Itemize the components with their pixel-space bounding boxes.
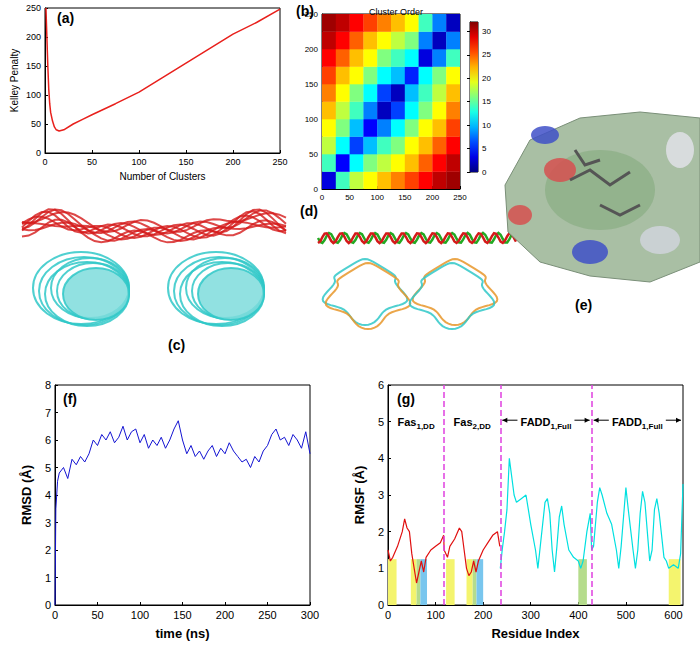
- svg-text:100: 100: [371, 193, 385, 202]
- svg-text:2: 2: [378, 526, 384, 538]
- svg-text:0: 0: [36, 148, 41, 158]
- svg-text:1,DD: 1,DD: [416, 422, 434, 431]
- svg-text:100: 100: [131, 157, 146, 167]
- svg-text:1: 1: [378, 562, 384, 574]
- svg-text:150: 150: [178, 157, 193, 167]
- svg-text:4: 4: [45, 489, 51, 501]
- svg-text:50: 50: [87, 157, 97, 167]
- svg-text:100: 100: [305, 115, 319, 124]
- svg-text:150: 150: [398, 193, 412, 202]
- svg-text:30: 30: [482, 27, 491, 36]
- svg-text:FADD: FADD: [521, 416, 551, 428]
- svg-text:2: 2: [45, 544, 51, 556]
- svg-text:150: 150: [26, 61, 41, 71]
- svg-text:6: 6: [45, 434, 51, 446]
- svg-text:0: 0: [482, 168, 487, 177]
- svg-text:(e): (e): [575, 297, 592, 313]
- svg-text:0: 0: [378, 599, 384, 611]
- svg-text:250: 250: [26, 3, 41, 13]
- svg-text:3: 3: [378, 489, 384, 501]
- svg-text:100: 100: [426, 609, 444, 621]
- svg-text:150: 150: [173, 609, 191, 621]
- svg-text:200: 200: [474, 609, 492, 621]
- svg-text:(b): (b): [296, 3, 314, 19]
- svg-text:5: 5: [45, 462, 51, 474]
- svg-text:RMSD (Å): RMSD (Å): [19, 465, 34, 525]
- svg-text:200: 200: [426, 193, 440, 202]
- svg-text:200: 200: [216, 609, 234, 621]
- svg-text:300: 300: [301, 609, 319, 621]
- svg-text:RMSF (Å): RMSF (Å): [352, 466, 367, 525]
- svg-text:0: 0: [320, 193, 325, 202]
- svg-text:15: 15: [482, 97, 491, 106]
- svg-text:time (ns): time (ns): [155, 626, 209, 641]
- svg-text:1: 1: [45, 572, 51, 584]
- svg-text:400: 400: [569, 609, 587, 621]
- svg-text:50: 50: [31, 119, 41, 129]
- svg-text:5: 5: [482, 144, 487, 153]
- svg-text:0: 0: [385, 609, 391, 621]
- svg-text:150: 150: [305, 80, 319, 89]
- svg-text:200: 200: [305, 45, 319, 54]
- svg-text:2,DD: 2,DD: [473, 422, 491, 431]
- svg-text:Kelley Penalty: Kelley Penalty: [9, 49, 20, 112]
- svg-text:Fas: Fas: [454, 416, 473, 428]
- svg-text:250: 250: [272, 157, 287, 167]
- svg-text:250: 250: [453, 193, 467, 202]
- svg-text:25: 25: [482, 50, 491, 59]
- svg-text:1,Full: 1,Full: [550, 422, 571, 431]
- svg-text:300: 300: [522, 609, 540, 621]
- svg-text:0: 0: [42, 157, 47, 167]
- svg-text:250: 250: [258, 609, 276, 621]
- svg-text:200: 200: [225, 157, 240, 167]
- svg-text:(a): (a): [57, 10, 74, 26]
- svg-text:3: 3: [45, 517, 51, 529]
- svg-text:6: 6: [378, 379, 384, 391]
- svg-text:500: 500: [617, 609, 635, 621]
- svg-text:7: 7: [45, 407, 51, 419]
- svg-text:8: 8: [45, 379, 51, 391]
- svg-text:200: 200: [26, 32, 41, 42]
- svg-text:(g): (g): [397, 391, 415, 407]
- svg-text:1,Full: 1,Full: [642, 422, 663, 431]
- svg-text:0: 0: [314, 185, 319, 194]
- svg-text:(f): (f): [63, 391, 77, 407]
- svg-text:10: 10: [482, 121, 491, 130]
- svg-text:100: 100: [26, 90, 41, 100]
- svg-text:(c): (c): [168, 337, 185, 353]
- svg-text:5: 5: [378, 416, 384, 428]
- svg-text:20: 20: [482, 74, 491, 83]
- svg-text:100: 100: [131, 609, 149, 621]
- svg-text:Cluster Order: Cluster Order: [369, 7, 423, 17]
- svg-text:Residue Index: Residue Index: [491, 626, 580, 641]
- svg-text:(d): (d): [300, 203, 318, 219]
- svg-text:50: 50: [91, 609, 103, 621]
- svg-text:4: 4: [378, 452, 384, 464]
- svg-text:600: 600: [664, 609, 682, 621]
- svg-text:0: 0: [52, 609, 58, 621]
- svg-text:0: 0: [45, 599, 51, 611]
- svg-text:Number of Clusters: Number of Clusters: [119, 171, 205, 182]
- svg-text:FADD: FADD: [612, 416, 642, 428]
- svg-text:50: 50: [309, 150, 318, 159]
- svg-text:50: 50: [345, 193, 354, 202]
- svg-text:Fas: Fas: [397, 416, 416, 428]
